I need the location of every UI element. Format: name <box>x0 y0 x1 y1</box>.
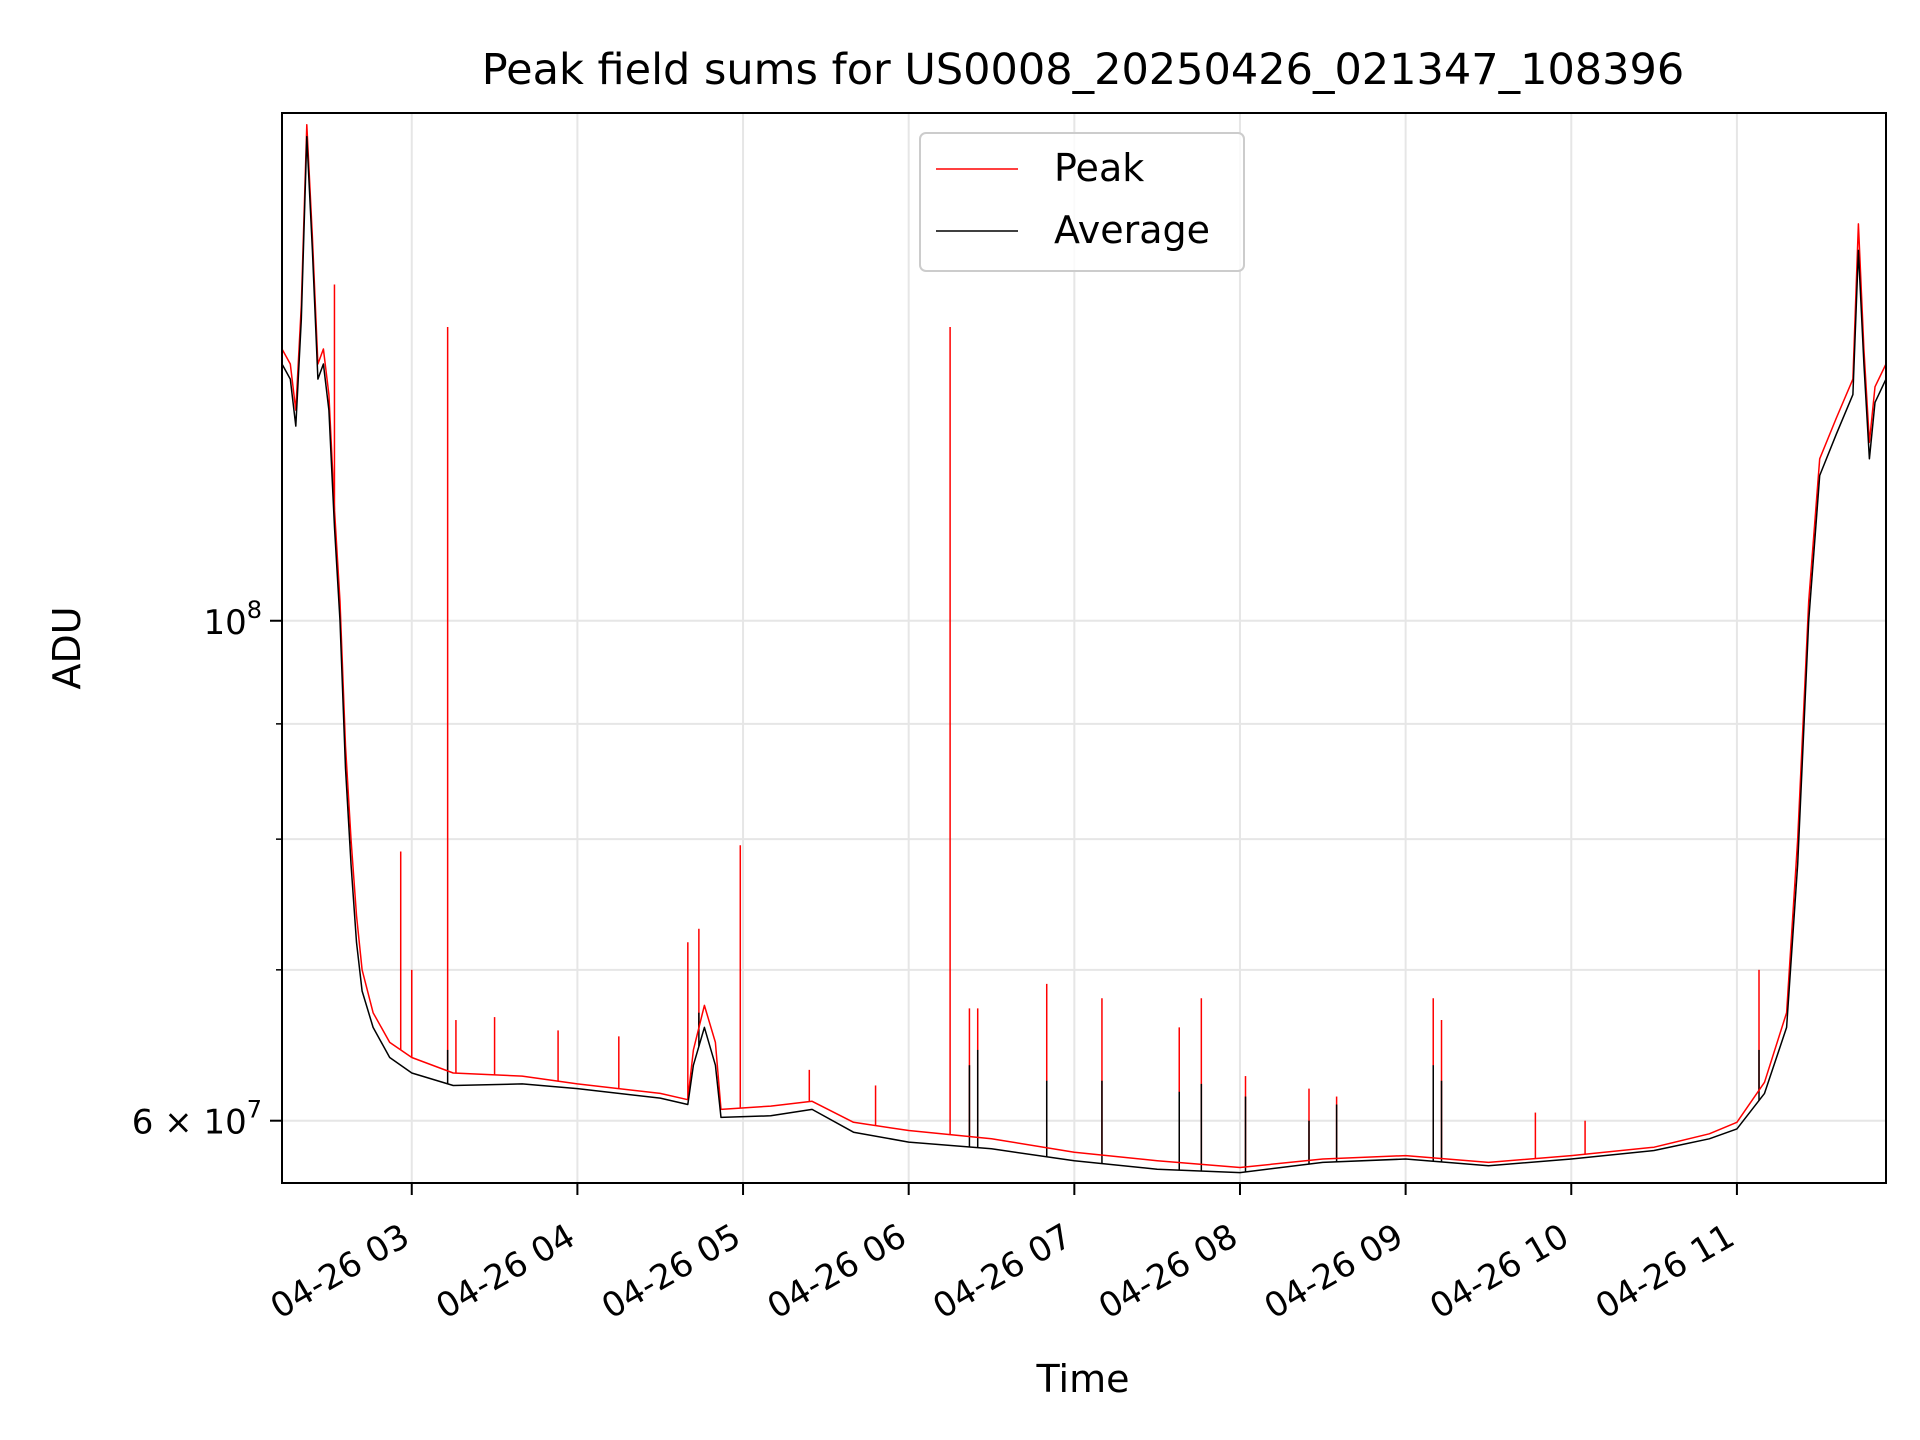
x-tick-label: 04-26 10 <box>1423 1216 1575 1327</box>
chart-title: Peak field sums for US0008_20250426_0213… <box>482 45 1685 95</box>
plot-frame <box>281 112 1887 1184</box>
legend: Peak Average <box>919 132 1245 272</box>
x-tick-label: 04-26 06 <box>761 1216 913 1327</box>
series-layer <box>281 123 1887 1174</box>
ticks: 04-26 03 04-26 04 04-26 05 04-26 06 04-26 07… <box>132 596 1742 1327</box>
x-tick-label: 04-26 07 <box>926 1216 1078 1327</box>
legend-label-average: Average <box>1054 208 1210 252</box>
series-line-average <box>281 135 1887 1174</box>
x-tick-label: 04-26 08 <box>1092 1216 1244 1327</box>
legend-box <box>919 132 1245 272</box>
y-axis-label: ADU <box>45 606 89 689</box>
grid <box>282 113 1886 1183</box>
x-tick-label: 04-26 05 <box>595 1216 747 1327</box>
x-tick-label: 04-26 03 <box>264 1216 416 1327</box>
x-tick-label: 04-26 11 <box>1589 1216 1741 1327</box>
x-tick-label: 04-26 04 <box>430 1216 582 1327</box>
x-axis-label: Time <box>1036 1357 1130 1401</box>
legend-label-peak: Peak <box>1054 146 1144 190</box>
y-tick-label: 108 <box>203 596 262 643</box>
x-tick-label: 04-26 09 <box>1258 1216 1410 1327</box>
series-line-peak <box>281 123 1887 1169</box>
y-tick-label: 6 × 107 <box>132 1096 262 1143</box>
